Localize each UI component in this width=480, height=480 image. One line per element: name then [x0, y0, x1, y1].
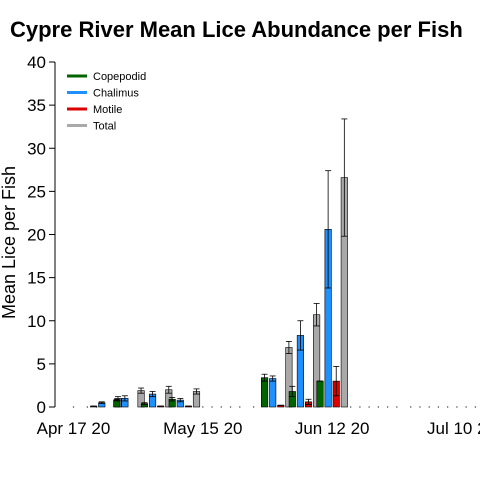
no-data-marker: [359, 406, 361, 408]
no-data-marker: [72, 406, 75, 408]
no-data-marker: [86, 406, 88, 408]
y-tick-label: 15: [27, 269, 46, 288]
y-tick-label: 30: [27, 139, 46, 158]
no-data-marker: [387, 406, 389, 408]
y-tick-label: 25: [27, 182, 46, 201]
no-data-marker: [447, 406, 449, 408]
no-data-marker: [474, 406, 476, 408]
no-data-marker: [465, 406, 467, 408]
no-data-marker: [419, 406, 421, 408]
no-data-marker: [211, 406, 213, 408]
no-data-marker: [456, 406, 458, 408]
x-tick-label: Jul 10 20: [427, 419, 480, 438]
x-tick-label: May 15 20: [163, 419, 242, 438]
bar-chalimus: [269, 378, 277, 408]
legend-label-total: Total: [93, 121, 116, 133]
no-data-marker: [437, 406, 440, 408]
no-data-marker: [202, 406, 204, 408]
chart-title: Cypre River Mean Lice Abundance per Fish: [10, 17, 463, 42]
y-tick-label: 35: [27, 96, 46, 115]
no-data-marker: [350, 406, 352, 408]
no-data-marker: [428, 406, 430, 408]
no-data-marker: [220, 406, 222, 408]
y-tick-label: 0: [37, 398, 46, 417]
x-tick-label: Jun 12 20: [295, 419, 370, 438]
y-tick-label: 5: [37, 355, 46, 374]
no-data-marker: [253, 406, 255, 408]
legend-label-chalimus: Chalimus: [93, 88, 139, 100]
no-data-marker: [239, 406, 241, 408]
no-data-marker: [368, 406, 370, 408]
y-tick-label: 20: [27, 226, 46, 245]
y-tick-label: 10: [27, 312, 46, 331]
no-data-marker: [229, 406, 232, 408]
no-data-marker: [396, 406, 398, 408]
y-tick-label: 40: [27, 53, 46, 72]
x-tick-label: Apr 17 20: [37, 419, 111, 438]
legend-label-motile: Motile: [93, 104, 122, 116]
no-data-marker: [377, 406, 379, 408]
no-data-marker: [410, 406, 412, 408]
bar-copepodid: [316, 380, 324, 408]
y-axis-title: Mean Lice per Fish: [0, 166, 19, 319]
legend-label-copepodid: Copepodid: [93, 71, 146, 83]
bar-copepodid: [261, 377, 269, 408]
